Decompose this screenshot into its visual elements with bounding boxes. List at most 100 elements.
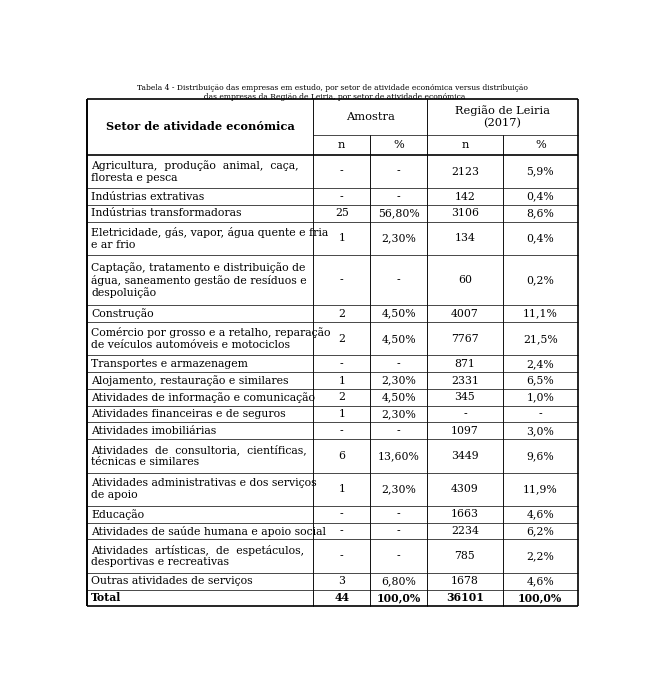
Text: -: - xyxy=(340,551,343,561)
Text: Eletricidade, gás, vapor, água quente e fria
e ar frio: Eletricidade, gás, vapor, água quente e … xyxy=(92,227,328,250)
Text: Indústrias extrativas: Indústrias extrativas xyxy=(92,192,204,201)
Text: 3449: 3449 xyxy=(451,451,479,461)
Text: -: - xyxy=(340,192,343,201)
Text: 0,4%: 0,4% xyxy=(526,192,554,201)
Text: Atividades financeiras e de seguros: Atividades financeiras e de seguros xyxy=(92,409,286,419)
Text: 1663: 1663 xyxy=(451,510,479,519)
Text: Atividades imobiliárias: Atividades imobiliárias xyxy=(92,426,217,436)
Text: 0,2%: 0,2% xyxy=(526,275,554,285)
Text: 345: 345 xyxy=(454,392,475,402)
Text: Alojamento, restauração e similares: Alojamento, restauração e similares xyxy=(92,375,289,386)
Text: 3: 3 xyxy=(338,576,345,586)
Text: -: - xyxy=(340,526,343,536)
Text: 4,50%: 4,50% xyxy=(382,309,416,319)
Text: 4,6%: 4,6% xyxy=(526,510,554,519)
Text: 1: 1 xyxy=(338,234,345,243)
Text: Comércio por grosso e a retalho, reparação
de veículos automóveis e motociclos: Comércio por grosso e a retalho, reparaç… xyxy=(92,327,331,350)
Text: 2,4%: 2,4% xyxy=(526,359,554,369)
Text: -: - xyxy=(397,275,400,285)
Text: -: - xyxy=(340,359,343,369)
Text: 6,5%: 6,5% xyxy=(526,376,554,386)
Text: 2: 2 xyxy=(338,392,345,402)
Text: -: - xyxy=(397,510,400,519)
Text: 8,6%: 8,6% xyxy=(526,208,554,219)
Text: %: % xyxy=(535,140,546,150)
Text: Construção: Construção xyxy=(92,308,154,319)
Text: -: - xyxy=(397,192,400,201)
Text: Setor de atividade económica: Setor de atividade económica xyxy=(106,122,295,133)
Text: 1: 1 xyxy=(338,409,345,419)
Text: 1097: 1097 xyxy=(451,426,479,436)
Text: 36101: 36101 xyxy=(446,592,484,604)
Text: 4,50%: 4,50% xyxy=(382,334,416,344)
Text: Transportes e armazenagem: Transportes e armazenagem xyxy=(92,359,248,369)
Text: Amostra: Amostra xyxy=(346,112,395,122)
Text: 44: 44 xyxy=(334,592,349,604)
Text: 2: 2 xyxy=(338,309,345,319)
Text: 25: 25 xyxy=(335,208,349,219)
Text: 2,30%: 2,30% xyxy=(382,234,416,243)
Text: 2: 2 xyxy=(338,334,345,344)
Text: Atividades  de  consultoria,  científicas,
técnicas e similares: Atividades de consultoria, científicas, … xyxy=(92,445,307,467)
Text: Educação: Educação xyxy=(92,509,144,520)
Text: Atividades  artísticas,  de  espetáculos,
desportivas e recreativas: Atividades artísticas, de espetáculos, d… xyxy=(92,545,304,568)
Text: Indústrias transformadoras: Indústrias transformadoras xyxy=(92,208,241,219)
Text: 4,50%: 4,50% xyxy=(382,392,416,402)
Text: 6,80%: 6,80% xyxy=(382,576,416,586)
Text: 7767: 7767 xyxy=(451,334,479,344)
Text: -: - xyxy=(397,359,400,369)
Text: 4007: 4007 xyxy=(451,309,479,319)
Text: 1678: 1678 xyxy=(451,576,479,586)
Text: 2,30%: 2,30% xyxy=(382,376,416,386)
Text: 0,4%: 0,4% xyxy=(526,234,554,243)
Text: Total: Total xyxy=(92,592,121,604)
Text: 142: 142 xyxy=(454,192,476,201)
Text: 871: 871 xyxy=(454,359,476,369)
Text: Região de Leiria
(2017): Região de Leiria (2017) xyxy=(455,106,550,128)
Text: Tabela 4 - Distribuição das empresas em estudo, por setor de atividade económica: Tabela 4 - Distribuição das empresas em … xyxy=(137,84,528,102)
Text: 785: 785 xyxy=(454,551,475,561)
Text: -: - xyxy=(340,510,343,519)
Text: -: - xyxy=(340,426,343,436)
Text: 60: 60 xyxy=(458,275,472,285)
Text: 1: 1 xyxy=(338,484,345,494)
Text: -: - xyxy=(340,275,343,285)
Text: 5,9%: 5,9% xyxy=(526,167,554,176)
Text: 2234: 2234 xyxy=(451,526,479,536)
Text: -: - xyxy=(463,409,467,419)
Text: Captação, tratamento e distribuição de
água, saneamento gestão de resíduos e
des: Captação, tratamento e distribuição de á… xyxy=(92,262,307,298)
Text: 3,0%: 3,0% xyxy=(526,426,554,436)
Text: -: - xyxy=(539,409,542,419)
Text: 21,5%: 21,5% xyxy=(523,334,557,344)
Text: 56,80%: 56,80% xyxy=(378,208,420,219)
Text: 11,9%: 11,9% xyxy=(523,484,557,494)
Text: -: - xyxy=(397,426,400,436)
Text: 2,2%: 2,2% xyxy=(526,551,554,561)
Text: Atividades de saúde humana e apoio social: Atividades de saúde humana e apoio socia… xyxy=(92,526,326,537)
Text: 1,0%: 1,0% xyxy=(526,392,554,402)
Text: n: n xyxy=(461,140,469,150)
Text: 134: 134 xyxy=(454,234,476,243)
Text: -: - xyxy=(397,551,400,561)
Text: 9,6%: 9,6% xyxy=(526,451,554,461)
Text: 6: 6 xyxy=(338,451,345,461)
Text: 4309: 4309 xyxy=(451,484,479,494)
Text: 100,0%: 100,0% xyxy=(518,592,563,604)
Text: n: n xyxy=(338,140,345,150)
Text: 4,6%: 4,6% xyxy=(526,576,554,586)
Text: 3106: 3106 xyxy=(451,208,479,219)
Text: 11,1%: 11,1% xyxy=(523,309,557,319)
Text: Atividades administrativas e dos serviços
de apoio: Atividades administrativas e dos serviço… xyxy=(92,479,317,500)
Text: -: - xyxy=(397,167,400,176)
Text: 2,30%: 2,30% xyxy=(382,484,416,494)
Text: Outras atividades de serviços: Outras atividades de serviços xyxy=(92,576,253,586)
Text: 6,2%: 6,2% xyxy=(526,526,554,536)
Text: Atividades de informação e comunicação: Atividades de informação e comunicação xyxy=(92,392,315,403)
Text: 2,30%: 2,30% xyxy=(382,409,416,419)
Text: Agricultura,  produção  animal,  caça,
floresta e pesca: Agricultura, produção animal, caça, flor… xyxy=(92,161,299,183)
Text: %: % xyxy=(393,140,404,150)
Text: 100,0%: 100,0% xyxy=(376,592,421,604)
Text: 2331: 2331 xyxy=(451,376,479,386)
Text: -: - xyxy=(397,526,400,536)
Text: 1: 1 xyxy=(338,376,345,386)
